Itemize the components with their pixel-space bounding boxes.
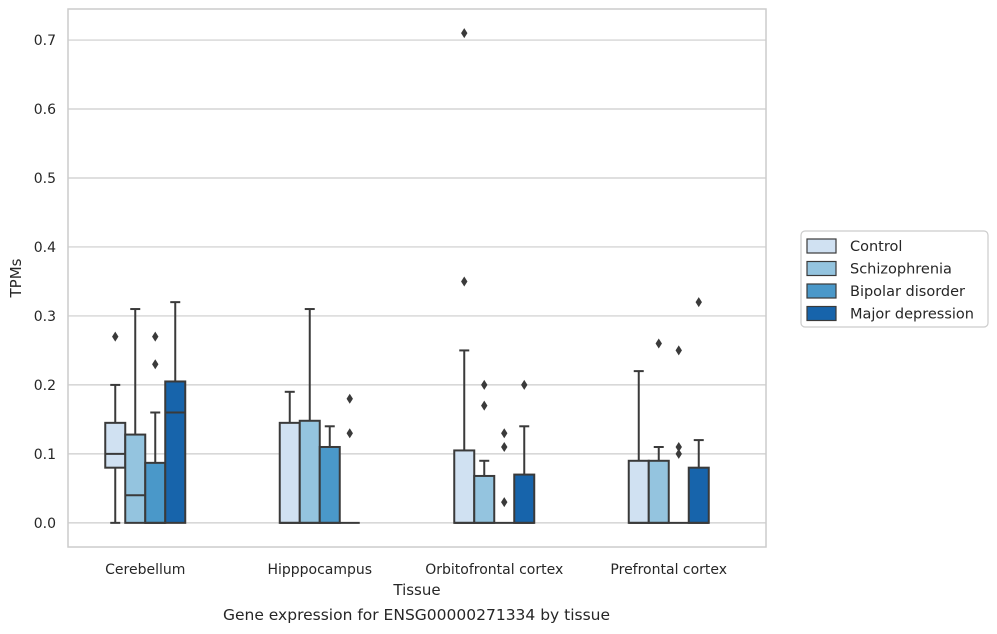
- y-tick-label: 0.2: [34, 378, 56, 394]
- x-tick-labels: Cerebellum Hipppocampus Orbitofrontal cort…: [105, 562, 727, 578]
- box-orbitofrontal-cortex: [473, 379, 496, 524]
- outlier-point: [695, 297, 702, 308]
- series-schizophrenia: [124, 308, 670, 524]
- box-cerebellum: [104, 331, 127, 524]
- outlier-point: [655, 338, 662, 349]
- box-prefrontal-cortex: [627, 370, 650, 524]
- legend-swatch: [806, 238, 837, 254]
- outlier-point: [675, 345, 682, 356]
- box-hipppocampus: [278, 390, 301, 524]
- box-cerebellum: [164, 301, 187, 524]
- legend-swatch: [806, 260, 837, 277]
- box-hipppocampus: [298, 308, 321, 524]
- y-axis-title: TPMs: [7, 258, 25, 298]
- outlier-point: [346, 428, 353, 439]
- box-iqr: [627, 459, 650, 524]
- outlier-point: [521, 379, 528, 390]
- legend-frame: [800, 230, 989, 328]
- y-tick-labels: 0.0 0.1 0.2 0.3 0.4 0.5 0.6 0.7: [34, 33, 56, 532]
- x-axis-title: Tissue: [392, 581, 440, 599]
- box-iqr: [647, 459, 670, 524]
- outlier-point: [112, 331, 119, 342]
- box-series: [104, 28, 710, 524]
- box-cerebellum: [144, 331, 167, 524]
- box-orbitofrontal-cortex: [494, 428, 515, 524]
- outlier-point: [501, 441, 508, 452]
- y-tick-label: 0.3: [34, 309, 56, 325]
- outlier-point: [501, 497, 508, 508]
- x-tick-label: Cerebellum: [105, 562, 185, 578]
- y-tick-label: 0.5: [34, 171, 56, 187]
- legend-label: Bipolar disorder: [850, 284, 965, 300]
- legend: Control Schizophrenia Bipolar disorder Majo…: [800, 230, 989, 328]
- box-hipppocampus: [339, 393, 360, 524]
- plot-frame: [67, 8, 767, 548]
- box-iqr: [278, 421, 301, 524]
- y-tick-label: 0.4: [34, 240, 56, 256]
- outlier-point: [152, 331, 159, 342]
- y-tick-label: 0.6: [34, 102, 56, 118]
- box-iqr: [513, 473, 536, 524]
- box-hipppocampus: [318, 425, 341, 524]
- legend-swatch: [806, 283, 837, 299]
- box-iqr: [124, 433, 147, 524]
- box-prefrontal-cortex: [687, 297, 710, 524]
- series-bipolar-disorder: [144, 331, 689, 524]
- x-tick-label: Hipppocampus: [267, 562, 372, 578]
- box-iqr: [473, 474, 496, 524]
- box-iqr: [298, 419, 321, 524]
- box-iqr: [687, 466, 710, 524]
- legend-label: Major depression: [850, 307, 974, 323]
- series-major-depression: [164, 297, 710, 524]
- x-tick-label: Prefrontal cortex: [610, 562, 727, 578]
- y-tick-label: 0.1: [34, 447, 56, 463]
- outlier-point: [461, 276, 468, 287]
- box-iqr: [318, 445, 341, 524]
- outlier-point: [675, 441, 682, 452]
- outlier-point: [501, 428, 508, 439]
- box-prefrontal-cortex: [647, 338, 670, 524]
- box-iqr: [104, 421, 127, 469]
- outlier-point: [461, 28, 468, 39]
- y-tick-label: 0.7: [34, 33, 56, 49]
- outlier-point: [675, 448, 682, 459]
- figure-caption: Gene expression for ENSG00000271334 by t…: [222, 606, 611, 624]
- outlier-point: [481, 400, 488, 411]
- y-tick-label: 0.0: [34, 516, 56, 532]
- box-cerebellum: [124, 308, 147, 524]
- box-iqr: [164, 380, 187, 524]
- legend-label: Schizophrenia: [850, 262, 952, 278]
- legend-swatch: [806, 305, 837, 322]
- outlier-point: [346, 393, 353, 404]
- box-orbitofrontal-cortex: [453, 28, 476, 524]
- outlier-point: [481, 379, 488, 390]
- series-control: [104, 28, 650, 524]
- legend-label: Control: [850, 239, 902, 255]
- box-prefrontal-cortex: [668, 345, 689, 524]
- x-tick-label: Orbitofrontal cortex: [425, 562, 563, 578]
- box-orbitofrontal-cortex: [513, 379, 536, 524]
- box-iqr: [144, 461, 167, 524]
- outlier-point: [152, 359, 159, 370]
- box-iqr: [453, 449, 476, 524]
